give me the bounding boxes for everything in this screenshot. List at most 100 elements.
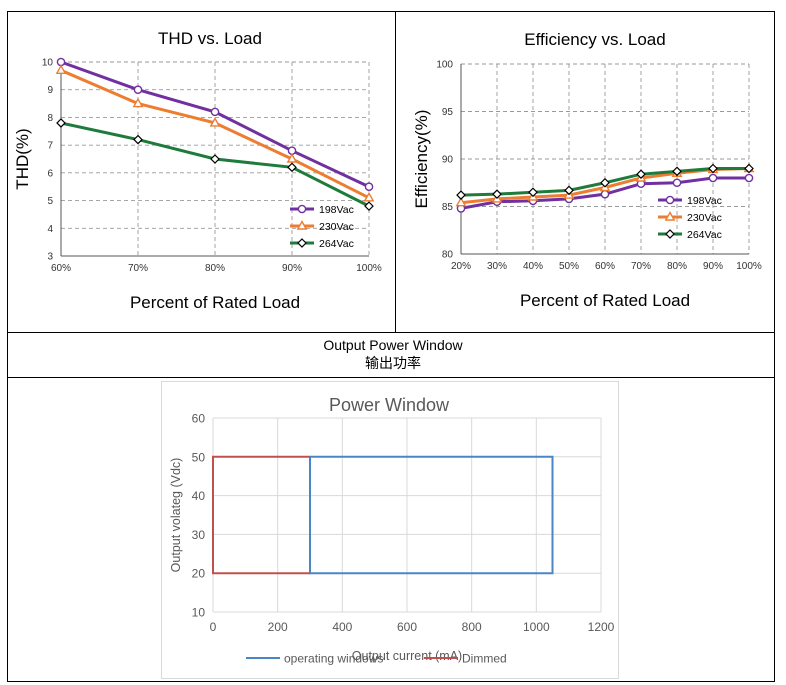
legend-marker-198Vac	[297, 204, 307, 214]
legend-marker-264Vac	[297, 238, 307, 248]
legend-label: Dimmed	[462, 652, 507, 666]
y-tick-label: 7	[47, 141, 53, 152]
section-title-en: Output Power Window	[323, 337, 463, 353]
y-tick-label: 10	[42, 58, 54, 69]
x-tick-label: 50%	[559, 261, 579, 272]
chart-title: THD vs. Load	[158, 29, 262, 48]
x-tick-label: 80%	[205, 263, 225, 274]
x-tick-label: 800	[462, 620, 482, 634]
legend-label: 264Vac	[687, 229, 722, 241]
x-tick-label: 1200	[588, 620, 615, 634]
x-axis-label: Percent of Rated Load	[130, 293, 300, 312]
y-tick-label: 90	[442, 155, 454, 166]
x-tick-label: 90%	[703, 261, 723, 272]
legend-label: 198Vac	[687, 195, 722, 207]
y-tick-label: 9	[47, 85, 53, 96]
legend-label: 230Vac	[319, 221, 354, 233]
data-point-264Vac	[636, 169, 646, 180]
y-tick-label: 50	[192, 450, 206, 464]
legend-label: 264Vac	[319, 238, 354, 250]
data-point-264Vac	[708, 163, 718, 174]
chart-title: Power Window	[329, 395, 450, 415]
x-tick-label: 200	[268, 620, 288, 634]
y-tick-label: 60	[192, 412, 206, 426]
data-point-264Vac	[56, 118, 66, 128]
y-tick-label: 8	[47, 113, 53, 124]
x-tick-label: 30%	[487, 261, 507, 272]
x-axis-label: Output current (mA)	[352, 649, 462, 663]
legend-marker-230Vac	[664, 211, 676, 221]
power-window-chart-border	[161, 381, 619, 679]
series-line-Dimmed	[212, 455, 310, 575]
data-point-230Vac	[209, 117, 221, 127]
y-tick-label: 20	[192, 567, 206, 581]
y-axis-label: Efficiency(%)	[412, 110, 431, 209]
table-divider-vertical	[395, 11, 396, 333]
x-tick-label: 40%	[523, 261, 543, 272]
y-tick-label: 95	[442, 107, 454, 118]
x-tick-label: 600	[397, 620, 417, 634]
data-point-264Vac	[492, 189, 502, 199]
x-tick-label: 60%	[51, 263, 71, 274]
data-point-230Vac	[286, 153, 298, 163]
x-axis-label: Percent of Rated Load	[520, 291, 690, 310]
legend-label: 230Vac	[687, 212, 722, 224]
y-tick-label: 10	[192, 606, 206, 620]
table-divider-middle	[7, 377, 775, 378]
data-point-230Vac	[132, 97, 144, 108]
thd-chart: 3 4 5 6 7 8 9 10 60% 70% 80% 90% 100% THD vs. Load Per…	[13, 29, 382, 312]
x-tick-label: 0	[210, 620, 217, 634]
data-point-264Vac	[456, 190, 466, 200]
y-tick-label: 40	[192, 489, 206, 503]
data-point-264Vac	[210, 154, 220, 164]
data-point-264Vac	[287, 162, 297, 173]
y-axis-label: THD(%)	[13, 128, 32, 189]
y-axis-label: Output volateg (Vdc)	[169, 458, 183, 573]
legend-marker-198Vac	[665, 195, 675, 205]
data-point-198Vac	[744, 173, 754, 183]
data-point-198Vac	[600, 189, 610, 199]
data-point-264Vac	[744, 163, 754, 174]
x-tick-label: 100%	[736, 261, 762, 272]
y-tick-label: 30	[192, 528, 206, 542]
data-point-198Vac	[708, 173, 718, 183]
y-tick-label: 4	[47, 224, 53, 235]
x-tick-label: 20%	[451, 261, 471, 272]
legend-marker-230Vac	[296, 220, 308, 230]
y-tick-label: 5	[47, 196, 53, 207]
legend-label: operating windows	[284, 652, 383, 666]
legend-label: 198Vac	[319, 204, 354, 216]
section-title-cn: 输出功率	[365, 355, 421, 371]
data-point-230Vac	[455, 196, 467, 207]
x-tick-label: 70%	[631, 261, 651, 272]
data-point-198Vac	[133, 85, 143, 95]
data-point-230Vac	[363, 191, 375, 202]
datasheet-table	[7, 11, 775, 682]
y-tick-label: 6	[47, 168, 53, 179]
data-point-264Vac	[133, 134, 143, 145]
table-divider-top	[7, 332, 775, 333]
y-tick-label: 80	[442, 250, 454, 261]
chart-title: Efficiency vs. Load	[524, 30, 665, 49]
data-point-198Vac	[210, 107, 220, 117]
data-point-264Vac	[564, 185, 574, 196]
y-tick-label: 100	[436, 60, 453, 71]
legend-marker-264Vac	[665, 229, 675, 239]
data-point-264Vac	[528, 187, 538, 198]
data-point-264Vac	[672, 166, 682, 177]
x-tick-label: 60%	[595, 261, 615, 272]
data-point-198Vac	[672, 178, 682, 188]
data-point-264Vac	[600, 177, 610, 188]
y-tick-label: 85	[442, 202, 454, 213]
x-tick-label: 100%	[356, 263, 382, 274]
data-point-264Vac	[364, 201, 374, 211]
x-tick-label: 1000	[523, 620, 550, 634]
efficiency-chart: 80 85 90 95 100 20% 30% 40% 50% 60% 70% 80% 90% 100% E…	[412, 30, 762, 310]
x-tick-label: 70%	[128, 263, 148, 274]
x-tick-label: 90%	[282, 263, 302, 274]
data-point-198Vac	[364, 182, 374, 192]
series-line-operating-windows	[309, 455, 554, 575]
x-tick-label: 80%	[667, 261, 687, 272]
y-tick-label: 3	[47, 252, 53, 263]
